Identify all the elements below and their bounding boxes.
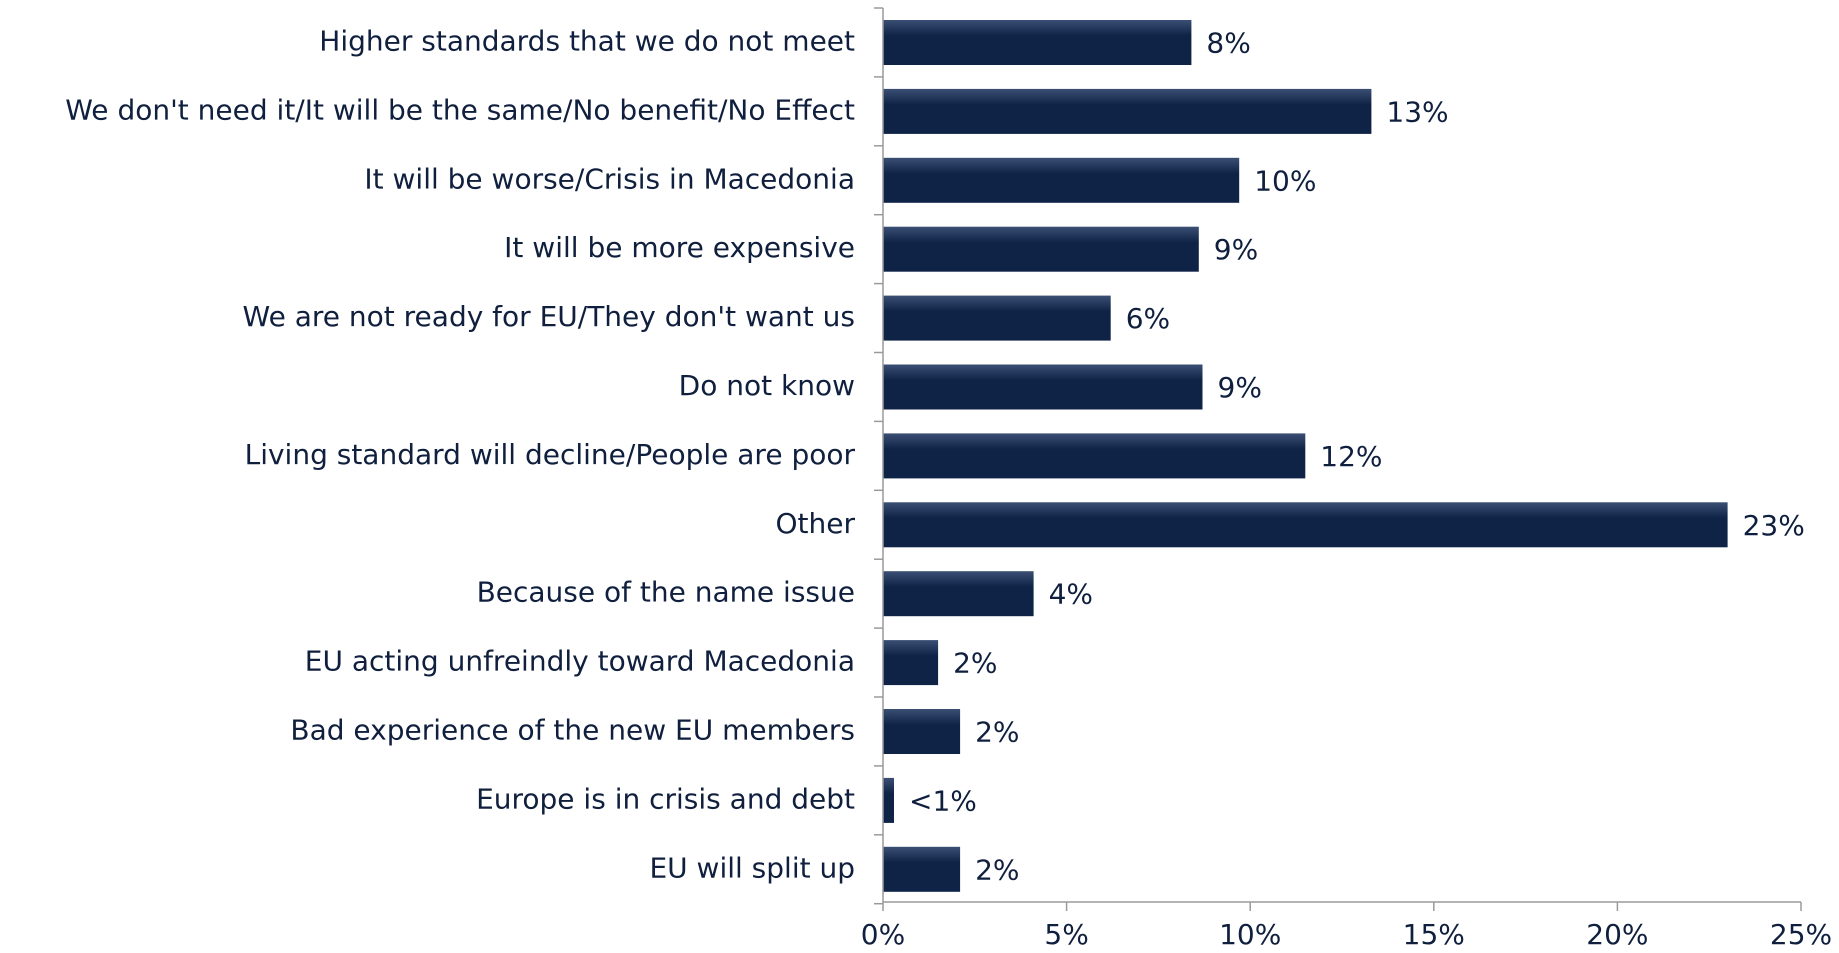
bar-8	[883, 502, 1728, 548]
bar-11	[883, 709, 961, 754]
category-label-13: EU will split up	[649, 851, 855, 884]
category-label-3: It will be worse/Crisis in Macedonia	[364, 162, 855, 195]
value-label-12: <1%	[909, 784, 977, 817]
bar-12	[883, 777, 894, 823]
category-label-8: Other	[775, 507, 855, 540]
bar-7	[883, 433, 1306, 479]
category-label-4: It will be more expensive	[504, 231, 855, 264]
bar-9	[883, 571, 1034, 617]
bar-3	[883, 157, 1240, 203]
value-labels-group: 8% 13% 10% 9% 6% 9% 12% 23% 4% 2% 2% <1% 2%	[909, 26, 1805, 886]
value-label-1: 8%	[1206, 26, 1250, 59]
value-label-6: 9%	[1218, 371, 1262, 404]
bar-6	[883, 364, 1203, 410]
value-label-3: 10%	[1254, 164, 1316, 197]
value-label-9: 4%	[1049, 578, 1093, 611]
value-label-13: 2%	[975, 853, 1019, 886]
category-labels-group: Higher standards that we do not meet We d…	[65, 24, 855, 884]
x-tick-label-1: 5%	[1044, 918, 1088, 951]
value-label-8: 23%	[1743, 509, 1805, 542]
x-tick-label-4: 20%	[1586, 918, 1648, 951]
bar-2	[883, 88, 1372, 134]
category-label-5: We are not ready for EU/They don't want …	[243, 300, 855, 333]
bar-1	[883, 20, 1192, 65]
bar-4	[883, 226, 1199, 272]
value-label-4: 9%	[1214, 233, 1258, 266]
value-label-2: 13%	[1386, 95, 1448, 128]
value-label-5: 6%	[1126, 302, 1170, 335]
bars-group	[883, 20, 1728, 892]
category-label-7: Living standard will decline/People are …	[245, 438, 856, 471]
value-label-7: 12%	[1320, 440, 1382, 473]
value-label-11: 2%	[975, 715, 1019, 748]
bar-5	[883, 295, 1111, 341]
category-label-6: Do not know	[679, 369, 855, 402]
category-label-11: Bad experience of the new EU members	[290, 713, 855, 746]
value-label-10: 2%	[953, 647, 997, 680]
x-tick-label-0: 0%	[861, 918, 905, 951]
x-tick-label-5: 25%	[1770, 918, 1832, 951]
category-label-9: Because of the name issue	[477, 576, 855, 609]
category-label-12: Europe is in crisis and debt	[476, 782, 855, 815]
category-label-10: EU acting unfreindly toward Macedonia	[305, 645, 855, 678]
bar-13	[883, 846, 961, 892]
bar-10	[883, 640, 939, 686]
x-tick-label-3: 15%	[1403, 918, 1465, 951]
axes-group: 0% 5% 10% 15% 20% 25%	[861, 7, 1832, 951]
x-tick-label-2: 10%	[1219, 918, 1281, 951]
category-label-2: We don't need it/It will be the same/No …	[65, 93, 855, 126]
category-label-1: Higher standards that we do not meet	[319, 24, 855, 57]
